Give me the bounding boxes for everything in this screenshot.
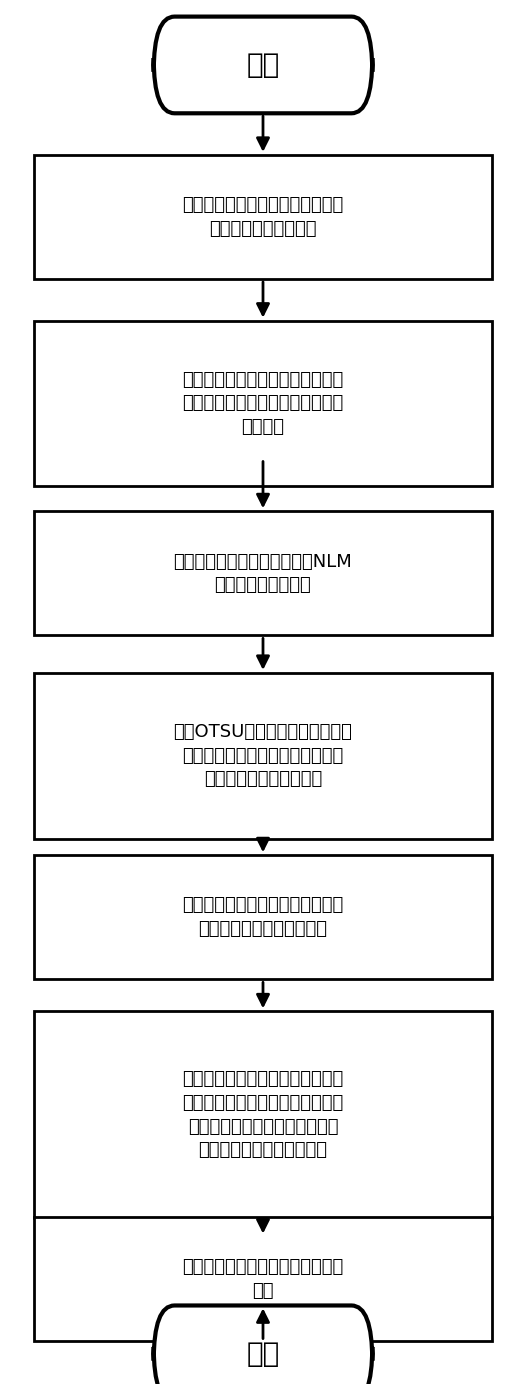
- FancyBboxPatch shape: [34, 1216, 492, 1341]
- FancyBboxPatch shape: [34, 512, 492, 635]
- Text: 截取低频部分转灰度图并进行NLM
滤波得到去噪时频图: 截取低频部分转灰度图并进行NLM 滤波得到去噪时频图: [174, 552, 352, 594]
- Text: 对在某一空间位置获得的列车振动
时间序列信号做短时傅里叶变换得
到时频图: 对在某一空间位置获得的列车振动 时间序列信号做短时傅里叶变换得 到时频图: [183, 370, 343, 436]
- Text: 进行二值化并反转操作得到各车厢
中心节点位置以及车厢节数: 进行二值化并反转操作得到各车厢 中心节点位置以及车厢节数: [183, 896, 343, 938]
- FancyBboxPatch shape: [34, 1011, 492, 1218]
- FancyBboxPatch shape: [154, 17, 372, 114]
- FancyBboxPatch shape: [34, 320, 492, 487]
- Text: 结合时空信息及不同位置的时频图
对比计算各节车厢相对于轨道的行
驶速度、列车平均行驶速度、方
向、列车长度、车型等参数: 结合时空信息及不同位置的时频图 对比计算各节车厢相对于轨道的行 驶速度、列车平均…: [183, 1071, 343, 1160]
- FancyBboxPatch shape: [154, 1305, 372, 1387]
- FancyBboxPatch shape: [34, 673, 492, 839]
- FancyBboxPatch shape: [34, 155, 492, 279]
- FancyBboxPatch shape: [34, 856, 492, 979]
- Text: 列车及轨道的健康状态及运行状况
评估: 列车及轨道的健康状态及运行状况 评估: [183, 1258, 343, 1300]
- Text: 火车行驶振动信号经过时间累积得
到火车行驶时空响应图: 火车行驶振动信号经过时间累积得 到火车行驶时空响应图: [183, 196, 343, 237]
- Text: 结束: 结束: [246, 1340, 280, 1368]
- Text: 开始: 开始: [246, 51, 280, 79]
- Text: 基于OTSU二值化方法得到二值化
时频图并进行垂直、水平投影得到
振动谱边界即列车轮廓图: 基于OTSU二值化方法得到二值化 时频图并进行垂直、水平投影得到 振动谱边界即列…: [174, 723, 352, 788]
